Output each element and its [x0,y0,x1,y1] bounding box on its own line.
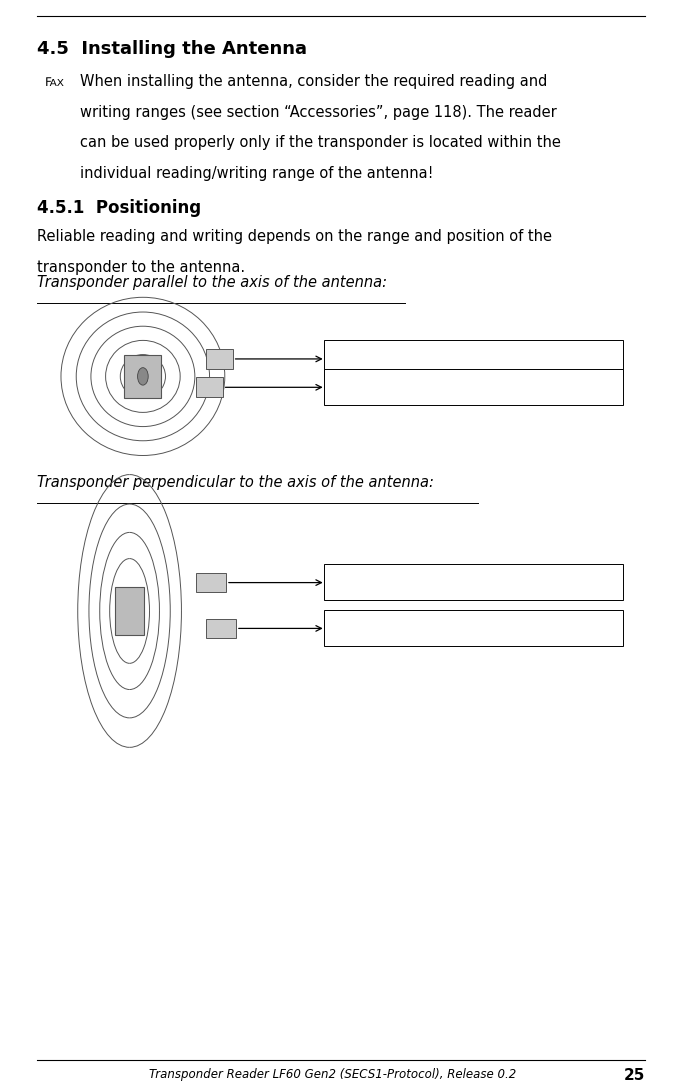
Circle shape [138,368,148,385]
Text: individual reading/writing range of the antenna!: individual reading/writing range of the … [80,166,433,181]
Text: Transponder is within range: Transponder is within range [331,575,496,588]
Text: Transponder perpendicular to the axis of the antenna:: Transponder perpendicular to the axis of… [37,475,433,490]
FancyBboxPatch shape [323,340,623,376]
Text: ℻: ℻ [44,74,63,89]
FancyBboxPatch shape [196,573,226,592]
Text: 25: 25 [623,1068,645,1083]
Text: 4.5  Installing the Antenna: 4.5 Installing the Antenna [37,40,306,58]
Text: writing ranges (see section “Accessories”, page 118). The reader: writing ranges (see section “Accessories… [80,105,556,120]
Text: Transponder parallel to the axis of the antenna:: Transponder parallel to the axis of the … [37,275,387,290]
FancyBboxPatch shape [206,619,236,638]
Text: 4.5.1  Positioning: 4.5.1 Positioning [37,199,201,216]
FancyBboxPatch shape [206,349,233,369]
FancyBboxPatch shape [323,564,623,600]
Text: Transponder is out of range: Transponder is out of range [331,621,494,634]
FancyBboxPatch shape [323,369,623,405]
Text: Reliable reading and writing depends on the range and position of the: Reliable reading and writing depends on … [37,229,552,244]
Text: Transponder is within range: Transponder is within range [331,380,496,393]
FancyBboxPatch shape [323,610,623,646]
FancyBboxPatch shape [196,377,223,397]
Text: Transponder is out of range: Transponder is out of range [331,351,494,364]
FancyBboxPatch shape [124,355,161,398]
Text: When installing the antenna, consider the required reading and: When installing the antenna, consider th… [80,74,547,89]
Text: Transponder Reader LF60 Gen2 (SECS1-Protocol), Release 0.2: Transponder Reader LF60 Gen2 (SECS1-Prot… [148,1068,516,1081]
Text: transponder to the antenna.: transponder to the antenna. [37,260,244,275]
Text: can be used properly only if the transponder is located within the: can be used properly only if the transpo… [80,135,560,151]
FancyBboxPatch shape [115,587,144,635]
